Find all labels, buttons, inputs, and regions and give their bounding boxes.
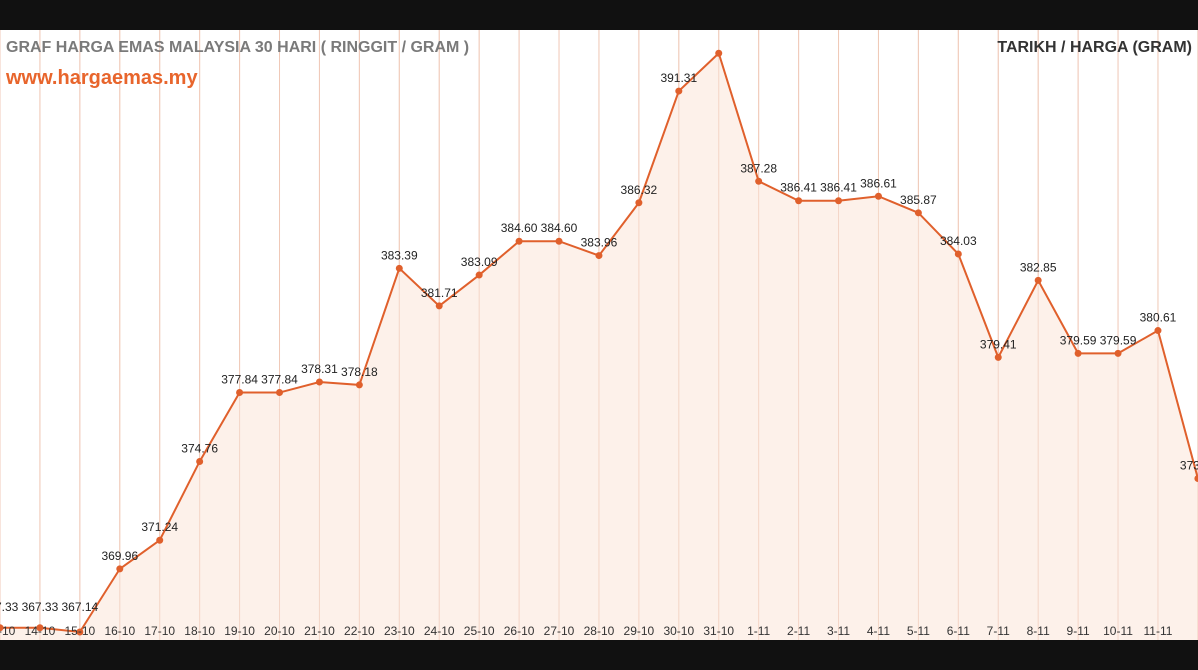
data-label: 377.84 [221, 373, 258, 387]
x-tick-label: 18-10 [184, 624, 215, 638]
data-point [435, 302, 443, 310]
x-tick-label: 3-11 [827, 624, 850, 638]
data-point [315, 378, 323, 386]
data-point [795, 197, 803, 205]
data-label: 378.18 [341, 365, 378, 379]
data-point [36, 624, 44, 632]
data-label: 386.41 [820, 181, 857, 195]
data-point [1074, 349, 1082, 357]
x-tick-label: 15-10 [65, 624, 96, 638]
data-label: 367.14 [62, 600, 99, 614]
data-point [236, 389, 244, 397]
data-label: 386.32 [621, 183, 658, 197]
data-point [116, 565, 124, 573]
x-tick-label: 28-10 [584, 624, 615, 638]
x-tick-label: 25-10 [464, 624, 495, 638]
data-point [355, 381, 363, 389]
x-tick-label: 23-10 [384, 624, 415, 638]
x-tick-label: 7-11 [987, 624, 1010, 638]
data-label: 387.28 [740, 161, 777, 175]
x-tick-label: 2-11 [787, 624, 810, 638]
data-point [1154, 327, 1162, 335]
x-tick-label: 5-11 [907, 624, 930, 638]
data-point [755, 177, 763, 185]
x-tick-label: 11-11 [1144, 624, 1173, 638]
data-point [515, 237, 523, 245]
x-tick-label: 26-10 [504, 624, 535, 638]
x-tick-label: 27-10 [544, 624, 575, 638]
data-point [196, 457, 204, 465]
data-point [835, 197, 843, 205]
x-tick-label: 29-10 [624, 624, 655, 638]
x-tick-label: 17-10 [144, 624, 175, 638]
data-label: 391.31 [660, 71, 697, 85]
data-point [1034, 276, 1042, 284]
bottom-bar [0, 640, 1198, 670]
x-tick-label: 31-10 [703, 624, 734, 638]
data-point [475, 271, 483, 279]
data-label: 386.41 [780, 181, 817, 195]
top-bar [0, 0, 1198, 30]
data-point [156, 536, 164, 544]
x-tick-label: 6-11 [947, 624, 970, 638]
x-tick-label: 20-10 [264, 624, 295, 638]
data-point [276, 389, 284, 397]
data-label: 384.03 [940, 234, 977, 248]
data-point [395, 264, 403, 272]
data-label: 380.61 [1140, 311, 1177, 325]
data-point [635, 199, 643, 207]
data-point [0, 624, 4, 632]
data-point [874, 192, 882, 200]
data-point [954, 250, 962, 258]
legend-title: TARIKH / HARGA (GRAM) [997, 39, 1192, 56]
data-label: 367.33 [0, 600, 19, 614]
data-label: 382.85 [1020, 260, 1057, 274]
x-tick-label: 10-11 [1103, 624, 1133, 638]
data-label: 371.24 [141, 520, 178, 534]
data-label: 383.09 [461, 255, 498, 269]
x-tick-label: 21-10 [304, 624, 335, 638]
data-label: 374.76 [181, 441, 218, 455]
x-tick-label: 30-10 [663, 624, 694, 638]
data-label: 369.96 [101, 549, 138, 563]
website-link[interactable]: www.hargaemas.my [6, 67, 198, 89]
x-tick-label: 16-10 [104, 624, 135, 638]
x-tick-label: 19-10 [224, 624, 255, 638]
data-label: 367.33 [22, 600, 59, 614]
data-label: 373 [1180, 458, 1198, 472]
data-label: 386.61 [860, 176, 897, 190]
x-tick-label: 13-10 [0, 624, 16, 638]
data-label: 379.59 [1100, 333, 1137, 347]
x-tick-label: 9-11 [1067, 624, 1090, 638]
x-tick-label: 22-10 [344, 624, 375, 638]
data-label: 385.87 [900, 193, 937, 207]
data-point [675, 87, 683, 95]
data-label: 384.60 [501, 221, 538, 235]
x-tick-label: 1-11 [747, 624, 770, 638]
chart-title: GRAF HARGA EMAS MALAYSIA 30 HARI ( RINGG… [6, 39, 470, 56]
data-label: 384.60 [541, 221, 578, 235]
data-point [76, 628, 84, 636]
data-point [1114, 349, 1122, 357]
data-point [994, 353, 1002, 361]
data-point [555, 237, 563, 245]
data-label: 383.96 [581, 236, 618, 250]
data-label: 379.59 [1060, 333, 1097, 347]
data-point [1194, 474, 1198, 482]
x-tick-label: 4-11 [867, 624, 890, 638]
data-label: 381.71 [421, 286, 458, 300]
x-tick-label: 14-10 [25, 624, 56, 638]
data-label: 383.39 [381, 248, 418, 262]
data-label: 379.41 [980, 337, 1017, 351]
x-tick-label: 24-10 [424, 624, 455, 638]
data-point [595, 252, 603, 260]
x-tick-label: 8-11 [1027, 624, 1050, 638]
data-point [914, 209, 922, 217]
data-label: 378.31 [301, 362, 338, 376]
data-label: 377.84 [261, 373, 298, 387]
data-point [715, 49, 723, 57]
